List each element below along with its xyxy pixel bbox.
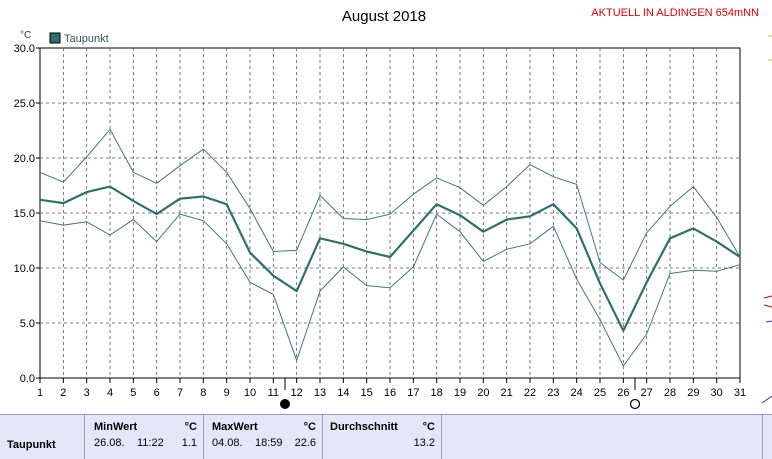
x-tick-label: 4 xyxy=(107,387,113,399)
y-tick-label: 20.0 xyxy=(14,153,35,165)
min-header: MinWert xyxy=(94,421,137,433)
stats-label-cell: Taupunkt xyxy=(0,415,85,459)
new-moon-icon xyxy=(631,400,640,409)
legend: Taupunkt xyxy=(50,33,109,45)
x-tick-label: 17 xyxy=(407,387,419,399)
avg-header: Durchschnitt xyxy=(330,421,398,433)
min-cell: MinWert °C 26.08. 11:22 1.1 xyxy=(85,415,204,459)
x-tick-label: 1 xyxy=(37,387,43,399)
max-value: 22.6 xyxy=(295,437,316,449)
max-date: 04.08. xyxy=(212,437,243,449)
x-tick-label: 19 xyxy=(454,387,466,399)
x-tick-label: 13 xyxy=(314,387,326,399)
min-unit: °C xyxy=(185,421,197,433)
x-tick-label: 24 xyxy=(571,387,583,399)
x-tick-label: 22 xyxy=(524,387,536,399)
avg-cell: Durchschnitt °C 13.2 xyxy=(323,415,442,459)
x-tick-label: 10 xyxy=(244,387,256,399)
x-tick-label: 2 xyxy=(60,387,66,399)
station-label: AKTUELL IN ALDINGEN 654mNN xyxy=(591,7,759,19)
right-edge-decoration xyxy=(762,36,772,403)
x-tick-label: 8 xyxy=(200,387,206,399)
min-value: 1.1 xyxy=(182,437,197,449)
stats-panel: Taupunkt MinWert °C 26.08. 11:22 1.1 Max… xyxy=(0,414,772,459)
full-moon-icon xyxy=(281,400,290,409)
legend-label: Taupunkt xyxy=(64,33,109,45)
x-tick-label: 23 xyxy=(547,387,559,399)
max-unit: °C xyxy=(304,421,316,433)
y-tick-label: 5.0 xyxy=(20,318,35,330)
max-cell: MaxWert °C 04.08. 18:59 22.6 xyxy=(204,415,323,459)
y-tick-label: 0.0 xyxy=(20,373,35,385)
x-tick-label: 12 xyxy=(291,387,303,399)
y-tick-label: 25.0 xyxy=(14,98,35,110)
x-tick-label: 26 xyxy=(617,387,629,399)
x-tick-label: 30 xyxy=(711,387,723,399)
x-tick-label: 25 xyxy=(594,387,606,399)
x-tick-label: 3 xyxy=(84,387,90,399)
chart-title: August 2018 xyxy=(342,8,426,25)
x-tick-label: 15 xyxy=(361,387,373,399)
x-tick-label: 5 xyxy=(130,387,136,399)
x-tick-label: 16 xyxy=(384,387,396,399)
x-tick-label: 28 xyxy=(664,387,676,399)
max-time: 18:59 xyxy=(255,437,283,449)
min-date: 26.08. xyxy=(94,437,125,449)
y-tick-label: 15.0 xyxy=(14,208,35,220)
y-tick-label: 10.0 xyxy=(14,263,35,275)
min-time: 11:22 xyxy=(137,437,164,449)
x-tick-label: 21 xyxy=(501,387,513,399)
x-tick-label: 29 xyxy=(687,387,699,399)
x-tick-label: 11 xyxy=(268,387,279,399)
avg-value: 13.2 xyxy=(414,437,435,449)
legend-swatch xyxy=(50,33,60,43)
avg-unit: °C xyxy=(423,421,435,433)
y-axis: 0.0 5.0 10.0 15.0 20.0 25.0 30.0 xyxy=(14,43,40,385)
x-tick-label: 6 xyxy=(154,387,160,399)
x-tick-label: 27 xyxy=(641,387,653,399)
x-tick-label: 9 xyxy=(224,387,230,399)
x-tick-label: 20 xyxy=(477,387,489,399)
max-header: MaxWert xyxy=(212,421,258,433)
x-tick-label: 14 xyxy=(337,387,349,399)
x-tick-label: 18 xyxy=(431,387,443,399)
x-tick-label: 7 xyxy=(177,387,183,399)
y-unit-label: °C xyxy=(20,30,31,41)
y-tick-label: 30.0 xyxy=(14,43,35,55)
stats-row-label: Taupunkt xyxy=(7,439,56,451)
x-tick-label: 31 xyxy=(734,387,746,399)
chart: August 2018 AKTUELL IN ALDINGEN 654mNN °… xyxy=(0,0,772,414)
empty-cell xyxy=(442,415,763,459)
